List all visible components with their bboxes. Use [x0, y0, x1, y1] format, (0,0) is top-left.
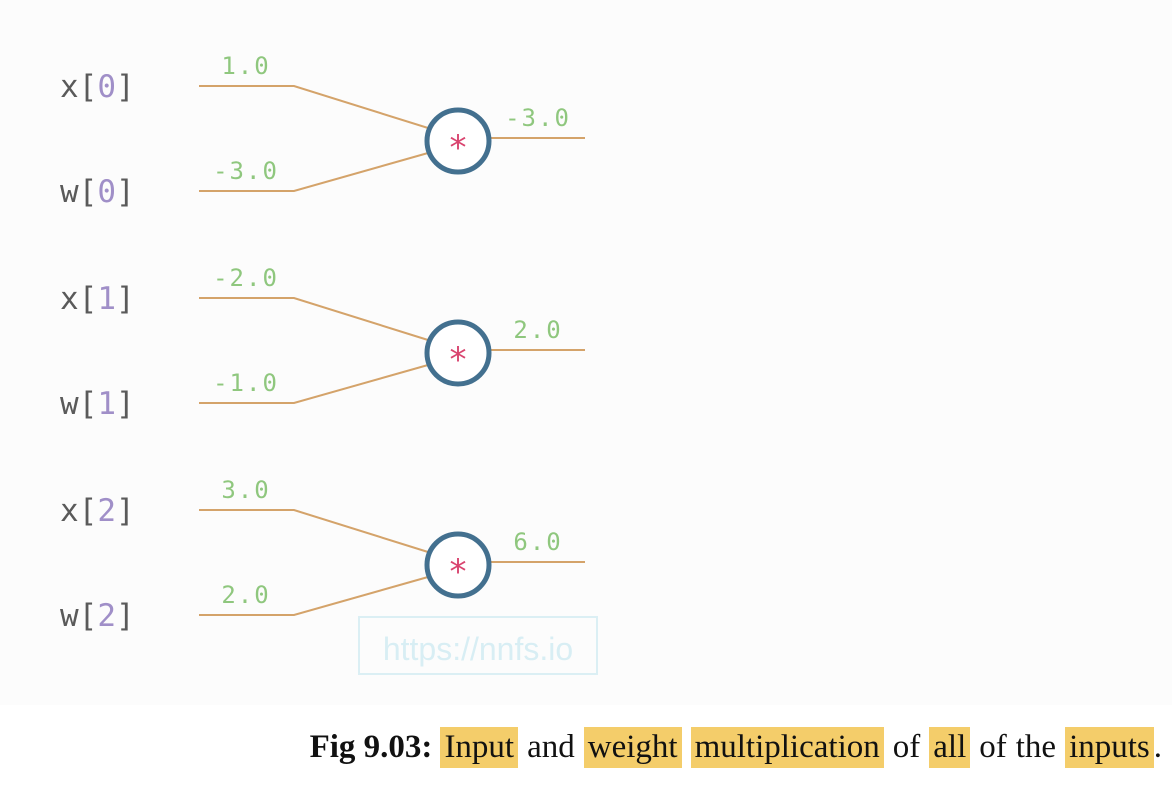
weight-value: -3.0: [213, 157, 279, 185]
weight-w-bracket-close: ]: [116, 598, 135, 634]
weight-w-index: 2: [97, 598, 116, 634]
watermark-text: https://nnfs.io: [383, 631, 573, 667]
weight-w-bracket-open: [: [79, 598, 98, 634]
input-x-bracket-close: ]: [116, 493, 135, 529]
multiplication-row: x[1]w[1]-2.0-1.02.0*: [60, 264, 585, 422]
figure-caption: Fig 9.03: Input and weight multiplicatio…: [0, 712, 1162, 782]
caption-period: .: [1153, 728, 1162, 765]
caption-word: multiplication: [690, 726, 884, 768]
input-value: -2.0: [213, 264, 279, 292]
multiply-node: [424, 319, 492, 387]
weight-w-name: w: [60, 386, 79, 422]
weight-w-bracket-close: ]: [116, 174, 135, 210]
input-wire: [199, 509, 429, 553]
multiplication-row: x[0]w[0]1.0-3.0-3.0*: [60, 52, 585, 210]
weight-wire: [199, 152, 429, 192]
caption-word: Input: [440, 726, 519, 768]
input-x-index: 1: [97, 281, 116, 317]
input-value: 1.0: [221, 52, 270, 80]
weight-w-label: w[1]: [60, 386, 135, 422]
multiply-node: [424, 531, 492, 599]
multiply-operator-icon: *: [450, 340, 467, 380]
input-x-name: x: [60, 493, 79, 529]
input-wire: [199, 85, 429, 129]
weight-wire: [199, 576, 429, 616]
weight-w-label: w[2]: [60, 598, 135, 634]
weight-w-index: 0: [97, 174, 116, 210]
weight-w-index: 1: [97, 386, 116, 422]
caption-word: all: [929, 726, 971, 768]
weight-wire: [199, 364, 429, 404]
weight-value: 2.0: [221, 581, 270, 609]
caption-word: and: [527, 728, 575, 765]
weight-w-bracket-open: [: [79, 174, 98, 210]
input-x-name: x: [60, 69, 79, 105]
weight-value: -1.0: [213, 369, 279, 397]
caption-word: inputs: [1065, 726, 1154, 768]
output-value: 2.0: [513, 316, 562, 344]
output-value: -3.0: [505, 104, 571, 132]
input-x-bracket-close: ]: [116, 69, 135, 105]
input-x-index: 2: [97, 493, 116, 529]
input-x-label: x[1]: [60, 281, 135, 317]
weight-w-bracket-close: ]: [116, 386, 135, 422]
watermark: https://nnfs.io: [358, 616, 598, 675]
input-x-bracket-close: ]: [116, 281, 135, 317]
multiplication-diagram: https://nnfs.io x[0]w[0]1.0-3.0-3.0*x[1]…: [60, 52, 598, 675]
output-value: 6.0: [513, 528, 562, 556]
caption-word: the: [1015, 728, 1057, 765]
input-wire: [199, 297, 429, 341]
caption-word: of: [892, 728, 921, 765]
input-x-bracket-open: [: [79, 69, 98, 105]
input-x-bracket-open: [: [79, 493, 98, 529]
input-value: 3.0: [221, 476, 270, 504]
input-x-name: x: [60, 281, 79, 317]
figure: https://nnfs.io x[0] w[0] 1.0 -3.0 -3.0 * x[1]…: [60, 52, 598, 675]
multiplication-row: x[2]w[2]3.02.06.0*: [60, 476, 585, 634]
weight-w-bracket-open: [: [79, 386, 98, 422]
caption-word: weight: [583, 726, 682, 768]
input-x-label: x[0]: [60, 69, 135, 105]
watermark-box: [358, 616, 598, 675]
multiply-operator-icon: *: [450, 128, 467, 168]
input-x-bracket-open: [: [79, 281, 98, 317]
caption-label: Fig 9.03:: [309, 728, 433, 765]
weight-w-label: w[0]: [60, 174, 135, 210]
input-x-index: 0: [97, 69, 116, 105]
weight-w-name: w: [60, 174, 79, 210]
multiply-node: [424, 107, 492, 175]
input-x-label: x[2]: [60, 493, 135, 529]
caption-word: of: [979, 728, 1007, 765]
weight-w-name: w: [60, 598, 79, 634]
multiply-operator-icon: *: [450, 552, 467, 592]
